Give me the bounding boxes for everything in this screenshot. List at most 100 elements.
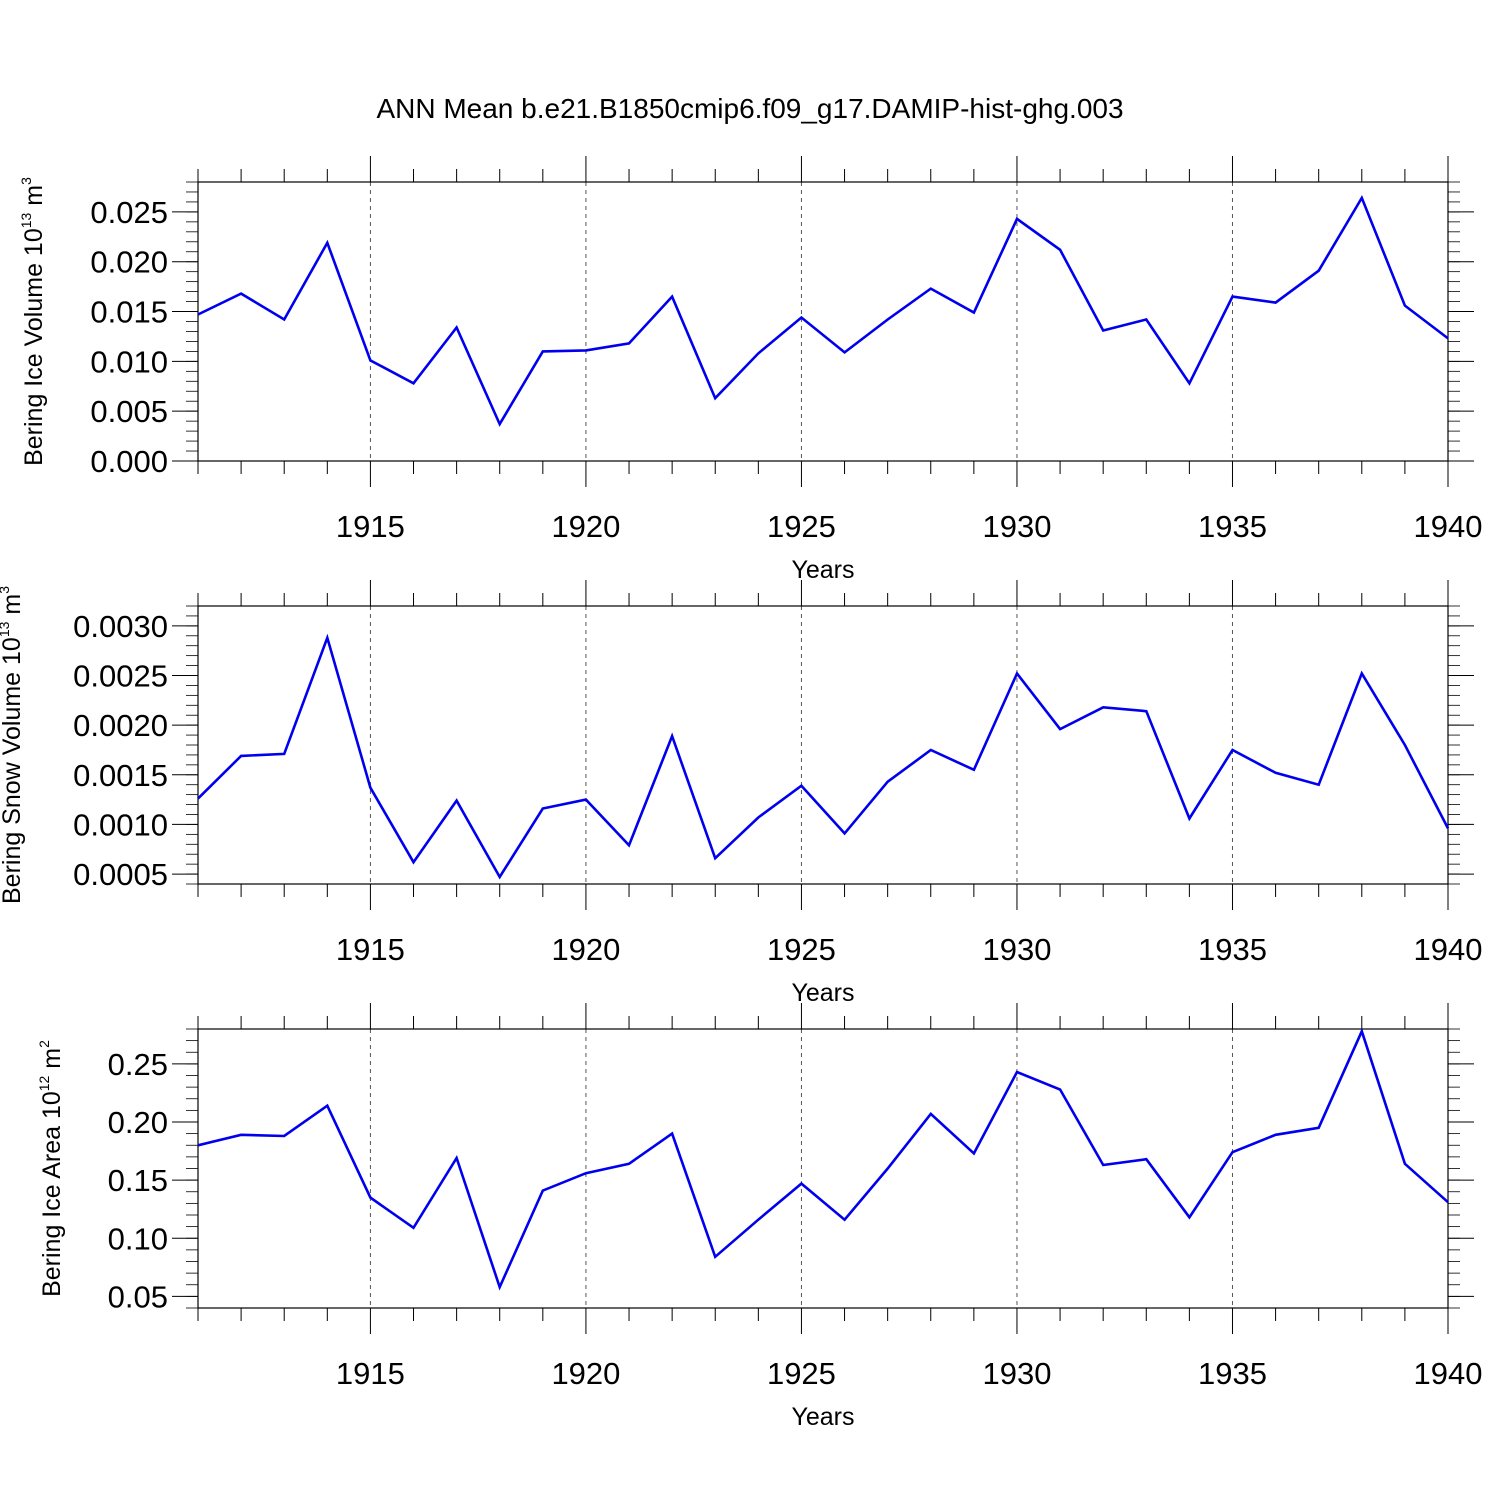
data-point: [284, 319, 285, 320]
x-tick-label: 1940: [1414, 509, 1483, 544]
y-tick-label: 0.005: [90, 394, 168, 429]
data-point: [715, 858, 716, 859]
data-point: [284, 753, 285, 754]
data-point: [327, 242, 328, 243]
data-point: [456, 1158, 457, 1159]
data-point: [413, 383, 414, 384]
data-point: [930, 749, 931, 750]
data-point: [1232, 296, 1233, 297]
x-axis-title: Years: [791, 1403, 854, 1431]
data-point: [585, 350, 586, 351]
x-tick-label: 1930: [982, 1356, 1051, 1391]
y-tick-label: 0.10: [108, 1221, 168, 1256]
data-point: [758, 1219, 759, 1220]
plot-frame: [197, 605, 1449, 885]
x-tick-label: 1925: [767, 509, 836, 544]
data-point: [241, 293, 242, 294]
data-point: [1275, 302, 1276, 303]
data-point: [542, 1190, 543, 1191]
x-axis-title: Years: [791, 556, 854, 584]
y-tick-label: 0.0005: [73, 857, 168, 892]
data-point: [715, 1256, 716, 1257]
data-point: [499, 424, 500, 425]
data-point: [542, 351, 543, 352]
x-tick-label: 1925: [767, 932, 836, 967]
data-point: [198, 1145, 199, 1146]
data-point: [1404, 1163, 1405, 1164]
data-point: [370, 360, 371, 361]
data-point: [1189, 818, 1190, 819]
data-point: [1060, 729, 1061, 730]
data-point: [284, 1135, 285, 1136]
data-point: [801, 785, 802, 786]
data-point: [1275, 1134, 1276, 1135]
panel-1: 0.000 0.005 0.010 0.015 0.020 0.025 1915 1920 19…: [18, 156, 1482, 584]
data-point: [715, 398, 716, 399]
panel-3: 0.05 0.10 0.15 0.20 0.25 1915 1920 1925 1930 1935…: [36, 1003, 1482, 1431]
data-point: [1361, 197, 1362, 198]
data-point: [370, 1197, 371, 1198]
panel-2: 0.0005 0.0010 0.0015 0.0020 0.0025 0.0030 1915…: [0, 580, 1482, 1007]
data-point: [844, 1219, 845, 1220]
plot-frame: [197, 1028, 1449, 1309]
x-tick-label: 1920: [551, 932, 620, 967]
data-point: [1060, 1089, 1061, 1090]
data-point: [499, 1287, 500, 1288]
data-point: [887, 319, 888, 320]
data-point: [1189, 383, 1190, 384]
y-tick-label: 0.15: [108, 1163, 168, 1198]
data-point: [585, 1173, 586, 1174]
data-point: [973, 312, 974, 313]
data-point: [672, 736, 673, 737]
data-point: [887, 781, 888, 782]
data-point: [456, 800, 457, 801]
data-point: [801, 317, 802, 318]
y-tick-label: 0.0030: [73, 609, 168, 644]
x-tick-label: 1920: [551, 509, 620, 544]
data-point: [1448, 1202, 1449, 1203]
data-point: [844, 352, 845, 353]
data-point: [973, 1153, 974, 1154]
x-tick-label: 1915: [336, 1356, 405, 1391]
data-point: [973, 769, 974, 770]
x-tick-label: 1935: [1198, 1356, 1267, 1391]
data-point: [930, 288, 931, 289]
data-point: [801, 1183, 802, 1184]
plot-frame: [197, 181, 1449, 462]
data-point: [629, 845, 630, 846]
data-point: [1016, 673, 1017, 674]
data-point: [585, 799, 586, 800]
x-tick-label: 1925: [767, 1356, 836, 1391]
y-axis-title: Bering Ice Volume 1013 m3: [18, 177, 48, 466]
data-point: [758, 817, 759, 818]
y-tick-label: 0.010: [90, 344, 168, 379]
x-tick-label: 1940: [1414, 1356, 1483, 1391]
series-line-1: [197, 194, 1449, 427]
data-point: [327, 637, 328, 638]
y-tick-label: 0.25: [108, 1047, 168, 1082]
data-point: [241, 1134, 242, 1135]
data-point: [629, 343, 630, 344]
y-tick-label: 0.020: [90, 245, 168, 280]
chart-title: ANN Mean b.e21.B1850cmip6.f09_g17.DAMIP-…: [376, 93, 1123, 124]
x-tick-label: 1935: [1198, 509, 1267, 544]
data-point: [1103, 707, 1104, 708]
data-point: [1318, 270, 1319, 271]
data-point: [629, 1163, 630, 1164]
y-axis-title: Bering Ice Area 1012 m2: [36, 1040, 66, 1297]
data-point: [1189, 1217, 1190, 1218]
series-line-1: [197, 1027, 1449, 1291]
x-tick-label: 1915: [336, 932, 405, 967]
data-point: [413, 862, 414, 863]
data-point: [456, 327, 457, 328]
y-tick-label: 0.0025: [73, 659, 168, 694]
y-tick-label: 0.0010: [73, 807, 168, 842]
y-tick-label: 0.025: [90, 195, 168, 230]
data-point: [241, 755, 242, 756]
y-tick-label: 0.015: [90, 295, 168, 330]
data-point: [370, 787, 371, 788]
x-axis-title: Years: [791, 979, 854, 1007]
x-tick-label: 1935: [1198, 932, 1267, 967]
x-tick-label: 1915: [336, 509, 405, 544]
data-point: [198, 314, 199, 315]
